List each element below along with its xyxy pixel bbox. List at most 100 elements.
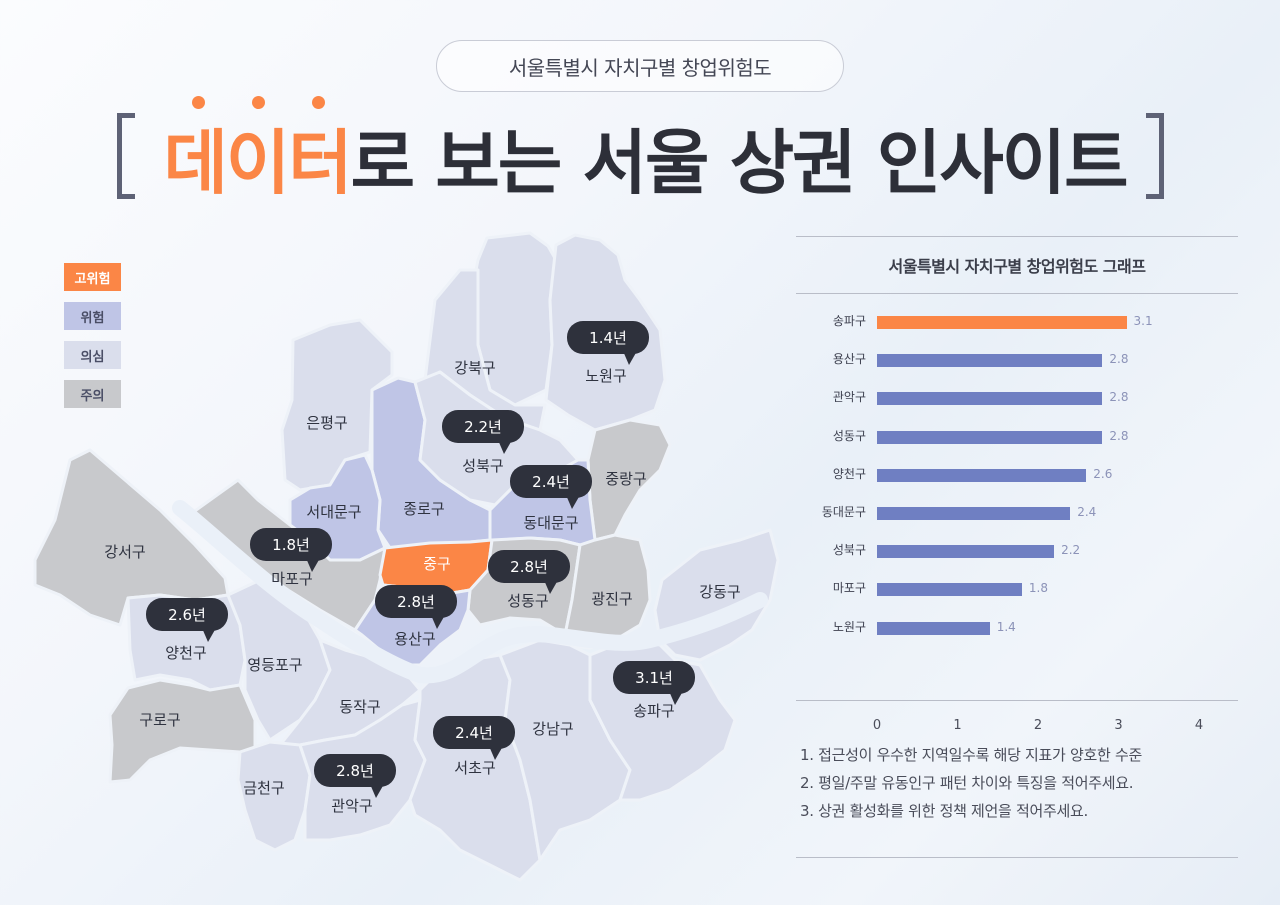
svg-text:송파구: 송파구 <box>633 702 674 720</box>
page-title: 데이터 로 보는 서울 상권 인사이트 <box>160 112 1130 204</box>
svg-text:동대문구: 동대문구 <box>523 514 578 532</box>
x-axis-tick: 4 <box>1194 718 1204 733</box>
bar-row: 성동구 2.8 <box>796 427 1238 447</box>
svg-text:강북구: 강북구 <box>454 359 495 377</box>
svg-text:성북구: 성북구 <box>462 457 503 475</box>
divider <box>796 236 1238 237</box>
bubble-seongdong: 2.8년 <box>488 550 570 594</box>
legend-high-risk: 고위험 <box>64 263 121 291</box>
seoul-district-map: 강북구 노원구 은평구 종로구 성북구 중랑구 서대문구 동대문구 강서구 마포… <box>0 220 790 905</box>
svg-text:중구: 중구 <box>423 555 451 573</box>
district-labels: 강북구 노원구 은평구 종로구 성북구 중랑구 서대문구 동대문구 강서구 마포… <box>104 359 740 815</box>
bar-row: 노원구 1.4 <box>796 618 1238 638</box>
bar <box>877 354 1103 368</box>
svg-text:1.8년: 1.8년 <box>272 536 310 554</box>
bubble-seongbuk: 2.2년 <box>442 410 524 454</box>
svg-text:3.1년: 3.1년 <box>635 669 673 687</box>
bar-value-label: 1.4 <box>996 619 1016 634</box>
bar-category-label: 송파구 <box>832 314 866 328</box>
bubble-yangcheon: 2.6년 <box>146 598 228 642</box>
bar-row: 성북구 2.2 <box>796 541 1238 561</box>
svg-text:노원구: 노원구 <box>585 367 626 385</box>
bar-value-label: 2.6 <box>1093 466 1113 481</box>
bar-row: 관악구 2.8 <box>796 388 1238 408</box>
svg-text:서초구: 서초구 <box>454 759 495 777</box>
han-river <box>172 500 768 684</box>
svg-text:동작구: 동작구 <box>339 698 380 716</box>
bar-value-label: 1.8 <box>1028 581 1048 596</box>
svg-text:성동구: 성동구 <box>507 592 548 610</box>
svg-text:강서구: 강서구 <box>104 543 145 561</box>
svg-text:2.2년: 2.2년 <box>464 418 502 436</box>
svg-text:종로구: 종로구 <box>403 500 444 518</box>
bar-row: 송파구 3.1 <box>796 312 1238 332</box>
note-item: 2. 평일/주말 유동인구 패턴 차이와 특징을 적어주세요. <box>800 774 1134 792</box>
bubble-dongdaemun: 2.4년 <box>510 465 592 509</box>
svg-text:관악구: 관악구 <box>331 797 372 815</box>
left-bracket-decoration <box>117 113 135 199</box>
svg-text:2.8년: 2.8년 <box>397 593 435 611</box>
x-axis-tick: 1 <box>953 718 962 733</box>
svg-text:마포구: 마포구 <box>271 570 312 588</box>
bar <box>877 392 1103 406</box>
bar-value-label: 3.1 <box>1133 314 1153 328</box>
bar <box>877 621 990 635</box>
bar <box>877 316 1127 329</box>
svg-text:2.4년: 2.4년 <box>532 473 570 491</box>
bar-category-label: 동대문구 <box>821 505 866 519</box>
bar <box>877 468 1087 482</box>
legend-risk: 위험 <box>64 302 121 330</box>
divider <box>796 857 1238 858</box>
bar-category-label: 관악구 <box>832 390 866 405</box>
svg-text:2.4년: 2.4년 <box>455 724 493 742</box>
bar-value-label: 2.8 <box>1109 428 1129 443</box>
notes-list: 1. 접근성이 우수한 지역일수록 해당 지표가 양호한 수준 2. 평일/주말… <box>796 701 1238 857</box>
bar <box>877 430 1103 444</box>
x-axis-tick: 0 <box>872 718 882 733</box>
bubble-mapo: 1.8년 <box>250 528 332 572</box>
x-axis-tick: 2 <box>1033 718 1043 733</box>
bar-row: 마포구 1.8 <box>796 579 1238 599</box>
note-item: 3. 상권 활성화를 위한 정책 제언을 적어주세요. <box>800 802 1088 820</box>
bubble-nowon: 1.4년 <box>567 321 649 365</box>
bar <box>877 545 1055 559</box>
bar-value-label: 2.8 <box>1109 390 1129 405</box>
svg-text:2.8년: 2.8년 <box>510 558 548 576</box>
chart-title: 서울특별시 자치구별 창업위험도 그래프 <box>888 257 1146 276</box>
bar-value-label: 2.4 <box>1077 505 1097 519</box>
bar-category-label: 양천구 <box>832 466 866 481</box>
svg-text:은평구: 은평구 <box>306 414 347 432</box>
note-item: 1. 접근성이 우수한 지역일수록 해당 지표가 양호한 수준 <box>800 746 1142 764</box>
page-title-accent: 데이터 <box>163 121 352 204</box>
bar-category-label: 성동구 <box>832 428 866 443</box>
risk-chart-panel: 서울특별시 자치구별 창업위험도 그래프 송파구 3.1 용산구 2.8 관악구 2.8 성… <box>796 236 1238 858</box>
svg-text:용산구: 용산구 <box>394 630 435 648</box>
legend-caution: 주의 <box>64 380 121 408</box>
svg-text:구로구: 구로구 <box>139 711 180 729</box>
bar-value-label: 2.2 <box>1061 543 1081 558</box>
district-geumcheon[interactable] <box>236 740 312 852</box>
svg-text:중랑구: 중랑구 <box>605 470 646 488</box>
divider <box>796 700 1238 701</box>
page-title-rest: 로 보는 서울 상권 인사이트 <box>350 121 1129 204</box>
district-guro[interactable] <box>108 678 257 784</box>
bubble-gwanak: 2.8년 <box>314 754 396 798</box>
svg-text:1.4년: 1.4년 <box>589 329 627 347</box>
bubble-yongsan: 2.8년 <box>375 585 457 629</box>
bar-category-label: 용산구 <box>832 352 866 367</box>
bar-row: 양천구 2.6 <box>796 465 1238 485</box>
x-axis-tick: 3 <box>1114 718 1123 733</box>
svg-text:영등포구: 영등포구 <box>247 656 302 674</box>
svg-text:광진구: 광진구 <box>591 590 632 608</box>
divider <box>796 293 1238 294</box>
accent-dots-decoration <box>192 96 332 110</box>
svg-text:금천구: 금천구 <box>243 779 284 797</box>
bubble-songpa: 3.1년 <box>613 661 695 705</box>
svg-text:2.8년: 2.8년 <box>336 762 374 780</box>
subtitle-pill: 서울특별시 자치구별 창업위험도 <box>436 40 844 92</box>
bar-row: 동대문구 2.4 <box>796 503 1238 523</box>
bar-category-label: 성북구 <box>832 543 866 558</box>
svg-text:서대문구: 서대문구 <box>306 503 361 521</box>
svg-text:양천구: 양천구 <box>165 644 206 662</box>
bar-chart: 송파구 3.1 용산구 2.8 관악구 2.8 성동구 2.8 양천구 2.6 동대문구 2.4 성북구… <box>796 294 1238 733</box>
